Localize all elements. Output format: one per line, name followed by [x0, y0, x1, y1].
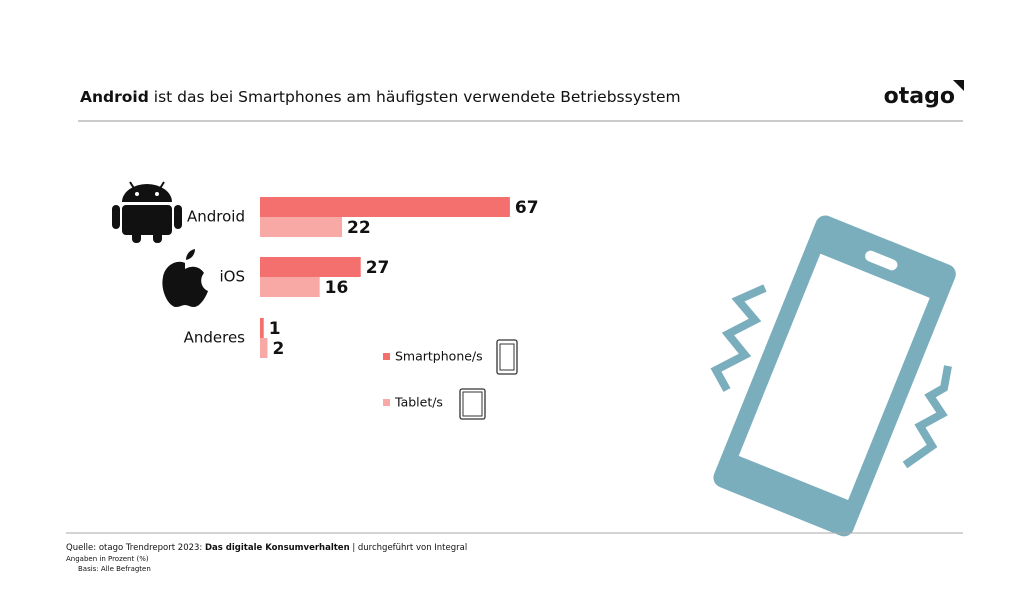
- chart-title: Android ist das bei Smartphones am häufi…: [80, 88, 681, 106]
- value-label: 16: [325, 278, 349, 298]
- smartphone-screen: [499, 343, 515, 371]
- vibration-left: [710, 284, 767, 392]
- value-label: 1: [269, 319, 281, 339]
- note: Basis: Alle Befragten: [78, 565, 151, 573]
- logo-mark: [953, 80, 964, 91]
- legend-swatch: [383, 353, 390, 360]
- tablet-screen: [462, 391, 483, 417]
- bar: [260, 318, 264, 338]
- source-suffix: | durchgeführt von Integral: [352, 543, 467, 553]
- legend-swatch: [383, 399, 390, 406]
- category-label: Android: [187, 208, 245, 226]
- category-label: iOS: [220, 268, 246, 286]
- value-label: 27: [366, 258, 390, 278]
- title-rest: ist das bei Smartphones am häufigsten ve…: [154, 88, 681, 106]
- value-label: 2: [272, 339, 284, 359]
- note: Angaben in Prozent (%): [66, 555, 149, 563]
- phone-illustration: [713, 215, 956, 537]
- source-prefix: Quelle: otago Trendreport 2023:: [66, 543, 202, 553]
- title-bold: Android: [80, 88, 149, 106]
- smartphone-icon: [496, 339, 518, 375]
- category-label: Anderes: [184, 329, 246, 347]
- bar: [260, 217, 343, 237]
- bar: [260, 277, 320, 297]
- apple-icon: [162, 249, 208, 307]
- legend-label: Smartphone/s: [395, 349, 483, 364]
- bar: [260, 197, 510, 217]
- vibration-right: [902, 365, 952, 469]
- source: Quelle: otago Trendreport 2023: Das digi…: [66, 543, 467, 553]
- value-label: 67: [515, 198, 539, 218]
- bar: [260, 257, 361, 277]
- bar: [260, 338, 268, 358]
- android-icon: [112, 181, 182, 243]
- legend-label: Tablet/s: [394, 395, 443, 410]
- source-title: Das digitale Konsumverhalten: [205, 543, 350, 553]
- brand-logo: otago: [884, 84, 955, 109]
- tablet-icon: [459, 388, 486, 420]
- value-label: 22: [347, 218, 371, 238]
